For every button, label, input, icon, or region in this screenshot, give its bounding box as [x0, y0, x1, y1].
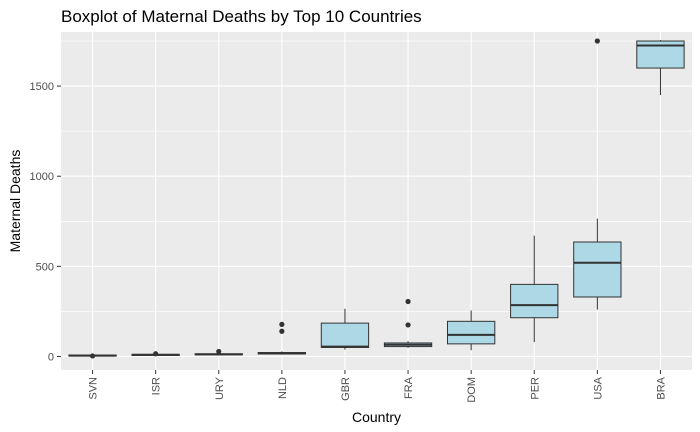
box-isr [131, 351, 180, 357]
outlier-point [405, 298, 411, 305]
iqr-box [446, 320, 496, 345]
iqr-box [320, 322, 370, 348]
x-tick-label: NLD [277, 377, 289, 399]
x-tick-label: GBR [340, 377, 352, 401]
y-tick-label: 1000 [30, 171, 54, 183]
outlier-point [279, 328, 285, 334]
outlier-point [405, 322, 411, 328]
box-dom [446, 310, 496, 351]
box-nld [257, 321, 307, 355]
x-axis-title: Country [352, 409, 401, 425]
y-tick-label: 1500 [30, 81, 54, 93]
x-tick-label: PER [529, 377, 541, 400]
x-tick-label: URY [214, 376, 226, 400]
x-tick-label: SVN [88, 377, 100, 400]
y-tick-label: 0 [48, 351, 54, 363]
box-ury [194, 348, 243, 356]
y-axis: 0 500 1000 1500 [30, 81, 61, 363]
x-tick-label: BRA [655, 376, 667, 399]
chart-title: Boxplot of Maternal Deaths by Top 10 Cou… [61, 7, 422, 26]
iqr-box [573, 241, 622, 298]
iqr-box [510, 283, 559, 319]
box-gbr [320, 308, 370, 350]
box-fra [383, 298, 433, 348]
box-svn [68, 353, 117, 359]
x-tick-label: FRA [403, 376, 415, 399]
x-tick-label: ISR [151, 377, 163, 395]
x-axis: SVN ISR URY NLD GBR FRA DOM PER USA BRA [88, 370, 667, 403]
box-usa [573, 38, 622, 310]
x-tick-label: DOM [466, 377, 478, 403]
y-tick-label: 500 [36, 261, 54, 273]
box-per [510, 235, 559, 343]
plot-panel [61, 32, 692, 370]
outlier-point [216, 348, 222, 355]
outlier-point [89, 353, 96, 359]
outlier-point [594, 38, 600, 44]
y-axis-title: Maternal Deaths [7, 150, 23, 253]
boxes-layer [68, 38, 685, 359]
grid-lines [61, 32, 692, 370]
outlier-point [279, 321, 285, 327]
x-tick-label: USA [592, 376, 604, 399]
box-bra [636, 40, 685, 96]
outlier-point [153, 351, 159, 357]
